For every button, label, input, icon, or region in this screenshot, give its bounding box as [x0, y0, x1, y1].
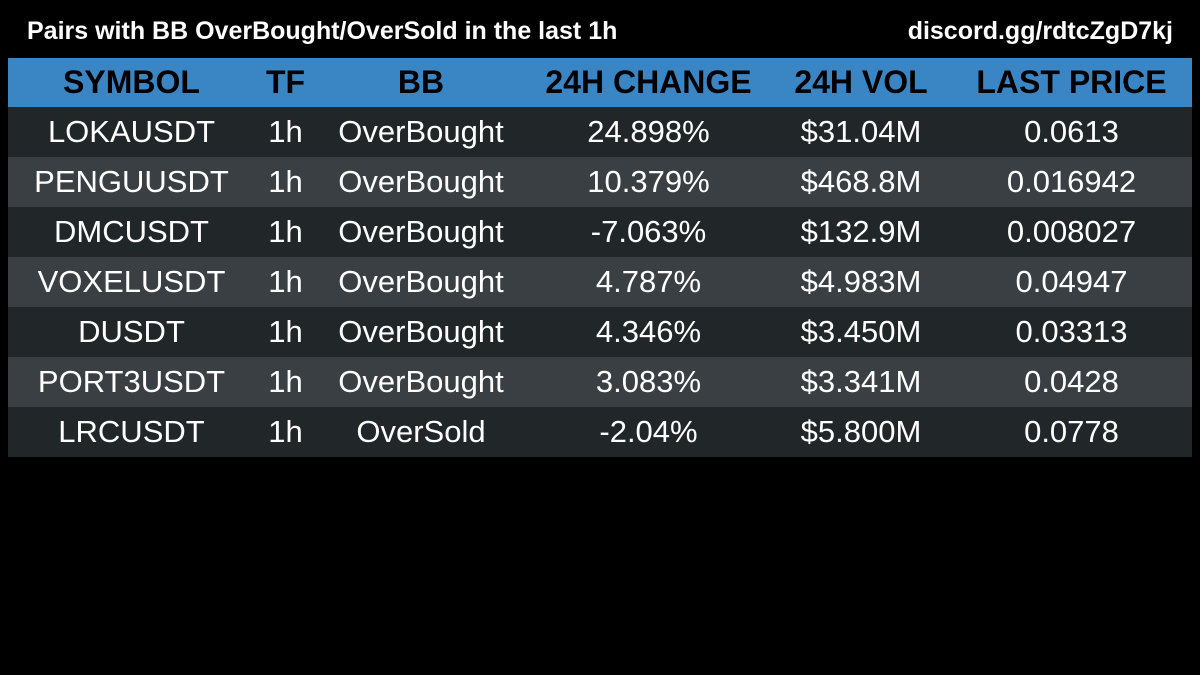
cell-symbol: VOXELUSDT [8, 257, 255, 307]
cell-last-price: 0.016942 [951, 157, 1192, 207]
cell-tf: 1h [255, 407, 316, 457]
cell-tf: 1h [255, 157, 316, 207]
column-header-symbol: SYMBOL [8, 58, 255, 107]
cell-tf: 1h [255, 107, 316, 157]
column-header-volume-24h: 24H VOL [771, 58, 951, 107]
table-header-row: SYMBOL TF BB 24H CHANGE 24H VOL LAST PRICE [8, 58, 1192, 107]
cell-tf: 1h [255, 357, 316, 407]
cell-volume-24h: $3.341M [771, 357, 951, 407]
cell-symbol: LOKAUSDT [8, 107, 255, 157]
table-row: PORT3USDT 1h OverBought 3.083% $3.341M 0.0428 [8, 357, 1192, 407]
page-title: Pairs with BB OverBought/OverSold in the… [27, 17, 618, 45]
cell-bb: OverBought [316, 107, 526, 157]
column-header-tf: TF [255, 58, 316, 107]
table-row: LRCUSDT 1h OverSold -2.04% $5.800M 0.0778 [8, 407, 1192, 457]
cell-tf: 1h [255, 257, 316, 307]
cell-volume-24h: $3.450M [771, 307, 951, 357]
cell-change-24h: 10.379% [526, 157, 771, 207]
cell-volume-24h: $4.983M [771, 257, 951, 307]
cell-volume-24h: $5.800M [771, 407, 951, 457]
discord-link[interactable]: discord.gg/rdtcZgD7kj [907, 17, 1173, 45]
table-row: PENGUUSDT 1h OverBought 10.379% $468.8M 0.016… [8, 157, 1192, 207]
cell-bb: OverBought [316, 307, 526, 357]
cell-change-24h: -2.04% [526, 407, 771, 457]
cell-last-price: 0.0778 [951, 407, 1192, 457]
table-row: LOKAUSDT 1h OverBought 24.898% $31.04M 0.0613 [8, 107, 1192, 157]
cell-last-price: 0.008027 [951, 207, 1192, 257]
cell-tf: 1h [255, 207, 316, 257]
column-header-last-price: LAST PRICE [951, 58, 1192, 107]
cell-bb: OverBought [316, 157, 526, 207]
cell-volume-24h: $31.04M [771, 107, 951, 157]
table-row: VOXELUSDT 1h OverBought 4.787% $4.983M 0.0494… [8, 257, 1192, 307]
table-body: LOKAUSDT 1h OverBought 24.898% $31.04M 0.0613… [8, 107, 1192, 457]
column-header-change-24h: 24H CHANGE [526, 58, 771, 107]
cell-symbol: PENGUUSDT [8, 157, 255, 207]
cell-change-24h: 4.787% [526, 257, 771, 307]
cell-change-24h: -7.063% [526, 207, 771, 257]
cell-change-24h: 4.346% [526, 307, 771, 357]
cell-last-price: 0.0613 [951, 107, 1192, 157]
cell-bb: OverSold [316, 407, 526, 457]
cell-symbol: DUSDT [8, 307, 255, 357]
table-row: DMCUSDT 1h OverBought -7.063% $132.9M 0.00802… [8, 207, 1192, 257]
table-row: DUSDT 1h OverBought 4.346% $3.450M 0.03313 [8, 307, 1192, 357]
cell-last-price: 0.03313 [951, 307, 1192, 357]
cell-last-price: 0.04947 [951, 257, 1192, 307]
cell-bb: OverBought [316, 257, 526, 307]
cell-volume-24h: $468.8M [771, 157, 951, 207]
column-header-bb: BB [316, 58, 526, 107]
pairs-table: SYMBOL TF BB 24H CHANGE 24H VOL LAST PRICE LO… [8, 58, 1192, 457]
cell-symbol: PORT3USDT [8, 357, 255, 407]
cell-bb: OverBought [316, 207, 526, 257]
cell-bb: OverBought [316, 357, 526, 407]
header-bar: Pairs with BB OverBought/OverSold in the… [0, 0, 1200, 58]
cell-change-24h: 24.898% [526, 107, 771, 157]
cell-symbol: LRCUSDT [8, 407, 255, 457]
cell-symbol: DMCUSDT [8, 207, 255, 257]
cell-last-price: 0.0428 [951, 357, 1192, 407]
cell-volume-24h: $132.9M [771, 207, 951, 257]
cell-tf: 1h [255, 307, 316, 357]
cell-change-24h: 3.083% [526, 357, 771, 407]
